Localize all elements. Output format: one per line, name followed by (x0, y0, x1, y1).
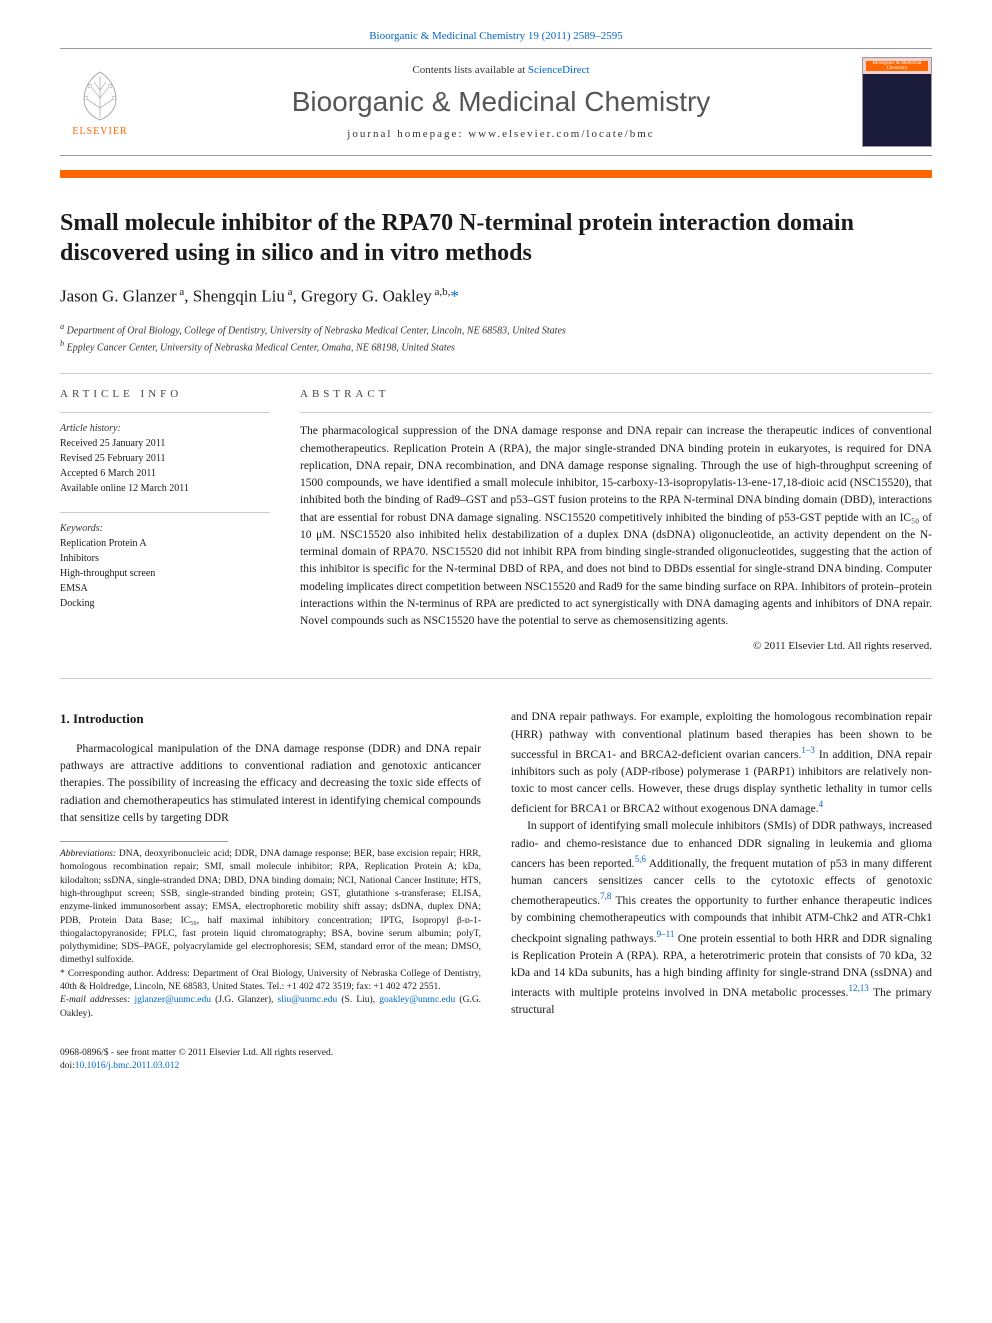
author-1-affil: a (177, 286, 185, 298)
abbreviations-footnote: Abbreviations: DNA, deoxyribonucleic aci… (60, 848, 481, 968)
journal-cover-thumbnail: Bioorganic & Medicinal Chemistry (862, 57, 932, 147)
abstract-header: ABSTRACT (300, 388, 932, 400)
section-heading: 1. Introduction (60, 709, 481, 729)
keyword-item: Replication Protein A (60, 536, 270, 551)
abstract-text: The pharmacological suppression of the D… (300, 412, 932, 630)
authors-line: Jason G. Glanzer a, Shengqin Liu a, Greg… (60, 286, 932, 307)
journal-reference: Bioorganic & Medicinal Chemistry 19 (201… (60, 30, 932, 42)
header-center: Contents lists available at ScienceDirec… (140, 64, 862, 140)
elsevier-tree-icon (70, 68, 130, 124)
citation-ref[interactable]: 12,13 (848, 983, 868, 993)
corresponding-marker: * (450, 287, 459, 306)
history-online: Available online 12 March 2011 (60, 481, 270, 496)
page-footer: 0968-0896/$ - see front matter © 2011 El… (60, 1047, 932, 1074)
keyword-item: Inhibitors (60, 551, 270, 566)
keyword-item: EMSA (60, 581, 270, 596)
cover-label: Bioorganic & Medicinal Chemistry (866, 61, 928, 71)
section-title: Introduction (73, 711, 144, 726)
contents-available-line: Contents lists available at ScienceDirec… (140, 64, 862, 76)
history-received: Received 25 January 2011 (60, 436, 270, 451)
journal-header-band: ELSEVIER Contents lists available at Sci… (60, 48, 932, 156)
body-column-left: 1. Introduction Pharmacological manipula… (60, 709, 481, 1021)
keyword-item: High-throughput screen (60, 566, 270, 581)
journal-homepage: journal homepage: www.elsevier.com/locat… (140, 128, 862, 140)
history-accepted: Accepted 6 March 2011 (60, 466, 270, 481)
email-link[interactable]: goakley@unmc.edu (379, 995, 455, 1005)
body-paragraph: and DNA repair pathways. For example, ex… (511, 709, 932, 818)
affiliation-b: b Eppley Cancer Center, University of Ne… (60, 338, 932, 355)
copyright-line: 0968-0896/$ - see front matter © 2011 El… (60, 1047, 932, 1060)
body-paragraph: Pharmacological manipulation of the DNA … (60, 741, 481, 827)
journal-title: Bioorganic & Medicinal Chemistry (140, 86, 862, 118)
abstract-column: ABSTRACT The pharmacological suppression… (300, 388, 932, 652)
section-number: 1. (60, 711, 70, 726)
divider (60, 373, 932, 374)
footnotes: Abbreviations: DNA, deoxyribonucleic aci… (60, 848, 481, 1021)
doi-line: doi:10.1016/j.bmc.2011.03.012 (60, 1060, 932, 1073)
keyword-item: Docking (60, 596, 270, 611)
article-info-header: ARTICLE INFO (60, 388, 270, 400)
email-link[interactable]: sliu@unmc.edu (278, 995, 338, 1005)
history-revised: Revised 25 February 2011 (60, 451, 270, 466)
abstract-copyright: © 2011 Elsevier Ltd. All rights reserved… (300, 640, 932, 652)
citation-ref[interactable]: 5,6 (635, 854, 646, 864)
orange-divider (60, 170, 932, 178)
author-2-affil: a (285, 286, 293, 298)
citation-ref[interactable]: 4 (819, 799, 824, 809)
history-label: Article history: (60, 421, 270, 436)
email-footnote: E-mail addresses: jglanzer@unmc.edu (J.G… (60, 994, 481, 1021)
email-label: E-mail addresses: (60, 995, 130, 1005)
body-two-columns: 1. Introduction Pharmacological manipula… (60, 709, 932, 1021)
email-who: (S. Liu) (341, 995, 372, 1005)
abbrev-label: Abbreviations: (60, 849, 116, 859)
elsevier-text: ELSEVIER (72, 126, 127, 137)
contents-prefix: Contents lists available at (412, 64, 527, 76)
body-column-right: and DNA repair pathways. For example, ex… (511, 709, 932, 1021)
divider (60, 678, 932, 679)
sciencedirect-link[interactable]: ScienceDirect (528, 64, 590, 76)
info-abstract-row: ARTICLE INFO Article history: Received 2… (60, 388, 932, 652)
keywords-block: Keywords: Replication Protein A Inhibito… (60, 512, 270, 611)
affiliations: a Department of Oral Biology, College of… (60, 321, 932, 356)
email-link[interactable]: jglanzer@unmc.edu (134, 995, 211, 1005)
article-history-block: Article history: Received 25 January 201… (60, 412, 270, 496)
citation-ref[interactable]: 9–11 (657, 929, 675, 939)
affiliation-a: a Department of Oral Biology, College of… (60, 321, 932, 338)
citation-ref[interactable]: 1–3 (801, 745, 815, 755)
article-info-column: ARTICLE INFO Article history: Received 2… (60, 388, 270, 652)
author-3-affil: a,b, (432, 286, 451, 298)
abbrev-text: DNA, deoxyribonucleic acid; DDR, DNA dam… (60, 849, 481, 965)
keywords-label: Keywords: (60, 521, 270, 536)
author-1: Jason G. Glanzer (60, 287, 177, 306)
author-3: Gregory G. Oakley (301, 287, 432, 306)
email-who: (J.G. Glanzer) (215, 995, 271, 1005)
footnote-divider (60, 841, 228, 842)
corresponding-footnote: * Corresponding author. Address: Departm… (60, 968, 481, 995)
body-paragraph: In support of identifying small molecule… (511, 818, 932, 1019)
doi-link[interactable]: 10.1016/j.bmc.2011.03.012 (75, 1061, 179, 1071)
citation-ref[interactable]: 7,8 (600, 891, 611, 901)
author-2: Shengqin Liu (193, 287, 285, 306)
article-title: Small molecule inhibitor of the RPA70 N-… (60, 208, 932, 268)
elsevier-logo: ELSEVIER (60, 62, 140, 142)
corr-text: Corresponding author. Address: Departmen… (60, 969, 481, 992)
